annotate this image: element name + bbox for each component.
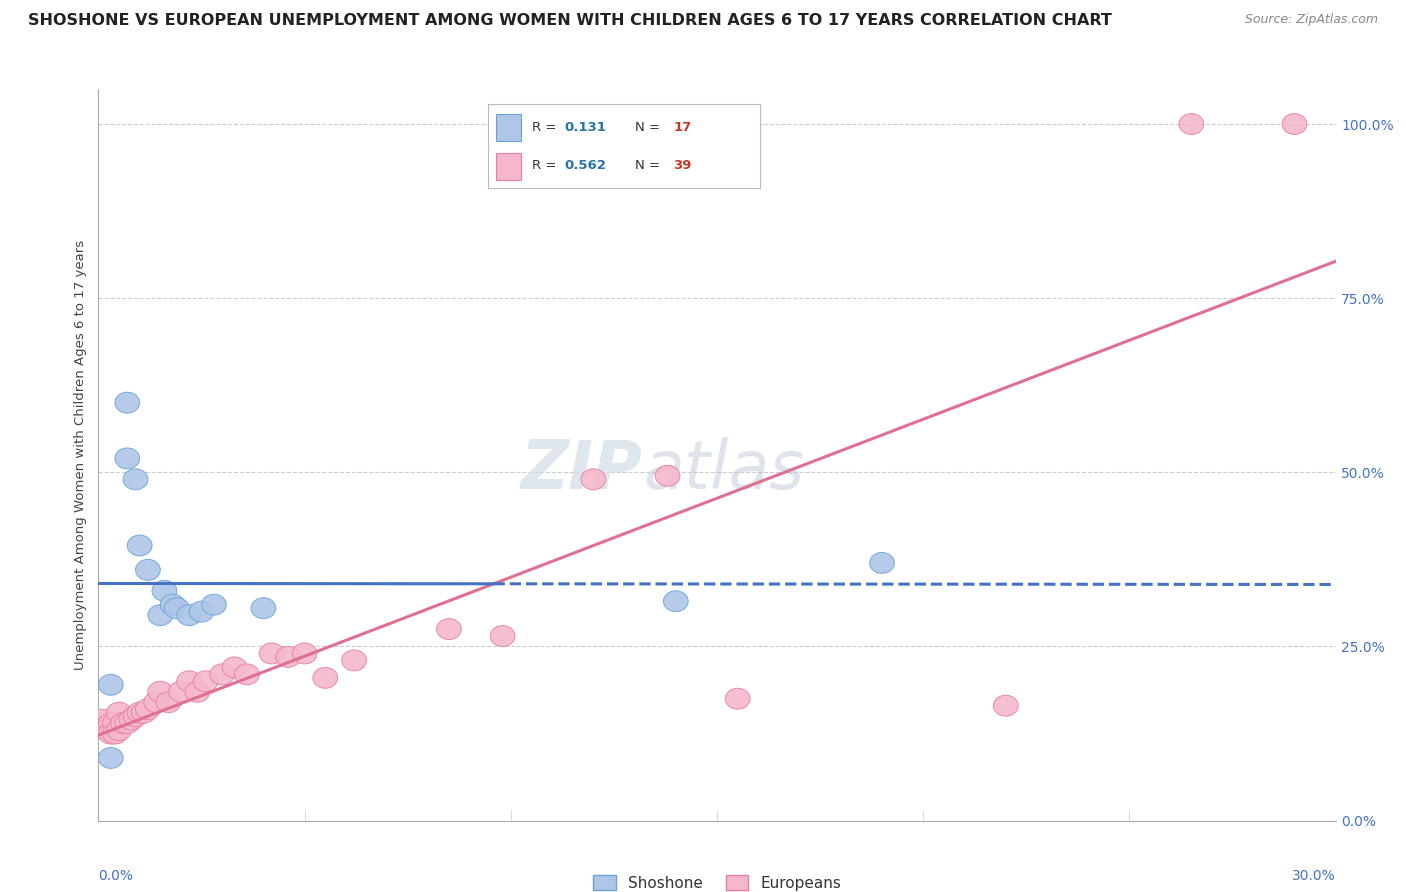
Ellipse shape — [177, 671, 201, 692]
Ellipse shape — [994, 695, 1018, 716]
Ellipse shape — [135, 559, 160, 581]
Ellipse shape — [201, 594, 226, 615]
Ellipse shape — [124, 469, 148, 490]
Ellipse shape — [193, 671, 218, 692]
Ellipse shape — [148, 605, 173, 625]
Ellipse shape — [148, 681, 173, 702]
Ellipse shape — [1180, 113, 1204, 135]
Ellipse shape — [725, 689, 749, 709]
Ellipse shape — [491, 625, 515, 647]
Ellipse shape — [165, 598, 190, 619]
Ellipse shape — [292, 643, 316, 664]
Ellipse shape — [177, 605, 201, 625]
Ellipse shape — [94, 716, 120, 737]
Ellipse shape — [120, 709, 143, 730]
Text: atlas: atlas — [643, 436, 804, 502]
Ellipse shape — [259, 643, 284, 664]
Ellipse shape — [152, 581, 177, 601]
Text: ZIP: ZIP — [522, 436, 643, 502]
Ellipse shape — [276, 647, 301, 667]
Ellipse shape — [655, 466, 681, 486]
Text: SHOSHONE VS EUROPEAN UNEMPLOYMENT AMONG WOMEN WITH CHILDREN AGES 6 TO 17 YEARS C: SHOSHONE VS EUROPEAN UNEMPLOYMENT AMONG … — [28, 13, 1112, 29]
Text: Source: ZipAtlas.com: Source: ZipAtlas.com — [1244, 13, 1378, 27]
Ellipse shape — [107, 720, 131, 740]
Ellipse shape — [664, 591, 688, 612]
Y-axis label: Unemployment Among Women with Children Ages 6 to 17 years: Unemployment Among Women with Children A… — [75, 240, 87, 670]
Ellipse shape — [143, 692, 169, 713]
Ellipse shape — [186, 681, 209, 702]
Ellipse shape — [124, 706, 148, 727]
Ellipse shape — [128, 535, 152, 556]
Ellipse shape — [107, 702, 131, 723]
Ellipse shape — [103, 723, 128, 744]
Ellipse shape — [103, 713, 128, 733]
Ellipse shape — [870, 552, 894, 574]
Ellipse shape — [115, 448, 139, 469]
Ellipse shape — [156, 692, 181, 713]
Ellipse shape — [342, 650, 367, 671]
Ellipse shape — [115, 713, 139, 733]
Ellipse shape — [190, 601, 214, 622]
Ellipse shape — [98, 674, 124, 695]
Ellipse shape — [169, 681, 193, 702]
Ellipse shape — [98, 723, 124, 744]
Ellipse shape — [131, 702, 156, 723]
Text: 0.0%: 0.0% — [98, 870, 134, 883]
Ellipse shape — [98, 747, 124, 768]
Ellipse shape — [437, 619, 461, 640]
Ellipse shape — [90, 709, 115, 730]
Ellipse shape — [94, 720, 120, 740]
Ellipse shape — [111, 713, 135, 733]
Ellipse shape — [1282, 113, 1306, 135]
Ellipse shape — [160, 594, 186, 615]
Ellipse shape — [314, 667, 337, 689]
Ellipse shape — [235, 664, 259, 685]
Ellipse shape — [98, 713, 124, 733]
Ellipse shape — [222, 657, 247, 678]
Ellipse shape — [581, 469, 606, 490]
Text: 30.0%: 30.0% — [1292, 870, 1336, 883]
Ellipse shape — [135, 698, 160, 720]
Ellipse shape — [209, 664, 235, 685]
Ellipse shape — [128, 702, 152, 723]
Legend: Shoshone, Europeans: Shoshone, Europeans — [586, 870, 848, 892]
Ellipse shape — [115, 392, 139, 413]
Ellipse shape — [252, 598, 276, 619]
